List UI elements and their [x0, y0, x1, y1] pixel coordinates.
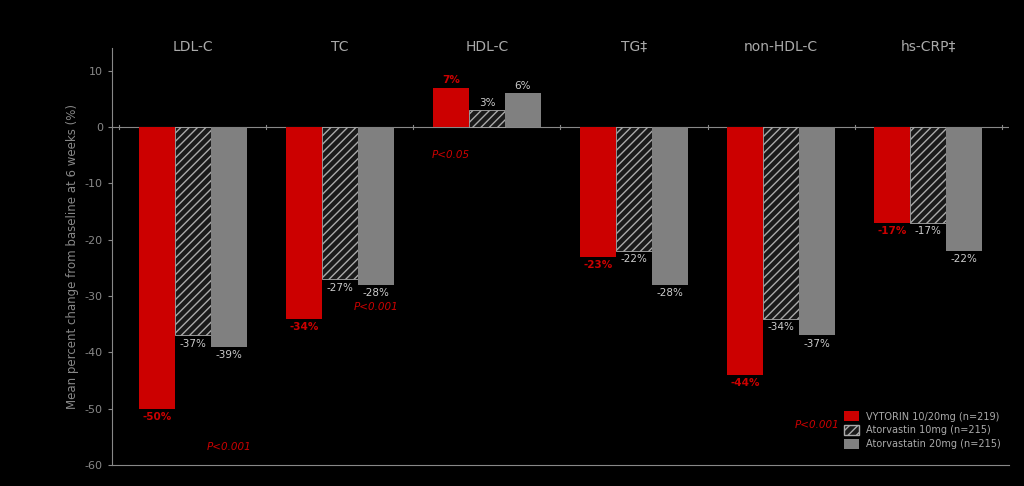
Text: HDL-C: HDL-C	[465, 40, 509, 54]
Text: 3%: 3%	[478, 98, 496, 108]
Text: -22%: -22%	[621, 254, 647, 264]
Text: -22%: -22%	[950, 254, 977, 264]
Bar	[433, 87, 469, 127]
Bar	[211, 127, 247, 347]
Text: non-HDL-C: non-HDL-C	[744, 40, 818, 54]
Text: P<0.001: P<0.001	[795, 420, 840, 430]
Text: -23%: -23%	[584, 260, 612, 270]
Legend: VYTORIN 10/20mg (n=219), Atorvastin 10mg (n=215), Atorvastatin 20mg (n=215): VYTORIN 10/20mg (n=219), Atorvastin 10mg…	[841, 408, 1005, 452]
Text: -37%: -37%	[179, 339, 206, 349]
Text: -37%: -37%	[804, 339, 830, 349]
Bar	[581, 127, 616, 257]
Text: hs-CRP‡: hs-CRP‡	[900, 40, 955, 54]
Text: -34%: -34%	[290, 322, 318, 332]
Text: P<0.001: P<0.001	[353, 302, 398, 312]
Bar	[652, 127, 688, 285]
Text: -27%: -27%	[327, 282, 353, 293]
Bar	[286, 127, 322, 318]
Bar	[322, 127, 357, 279]
Bar	[175, 127, 211, 335]
Text: -17%: -17%	[878, 226, 907, 236]
Bar	[616, 127, 652, 251]
Text: -34%: -34%	[768, 322, 795, 332]
Bar	[946, 127, 982, 251]
Y-axis label: Mean percent change from baseline at 6 weeks (%): Mean percent change from baseline at 6 w…	[67, 104, 79, 409]
Bar	[469, 110, 505, 127]
Bar	[727, 127, 763, 375]
Text: -17%: -17%	[914, 226, 941, 236]
Bar	[874, 127, 910, 223]
Bar	[763, 127, 799, 318]
Bar	[910, 127, 946, 223]
Text: -39%: -39%	[215, 350, 242, 360]
Text: -28%: -28%	[656, 288, 683, 298]
Text: -28%: -28%	[362, 288, 389, 298]
Text: TC: TC	[331, 40, 348, 54]
Bar	[799, 127, 835, 335]
Text: -50%: -50%	[142, 412, 172, 422]
Text: 7%: 7%	[442, 75, 460, 86]
Bar	[505, 93, 541, 127]
Text: LDL-C: LDL-C	[172, 40, 213, 54]
Text: P<0.001: P<0.001	[206, 442, 251, 452]
Text: TG‡: TG‡	[621, 40, 647, 54]
Text: 6%: 6%	[514, 81, 531, 91]
Text: P<0.05: P<0.05	[432, 150, 470, 159]
Text: -44%: -44%	[730, 378, 760, 388]
Bar	[357, 127, 393, 285]
Bar	[139, 127, 175, 409]
